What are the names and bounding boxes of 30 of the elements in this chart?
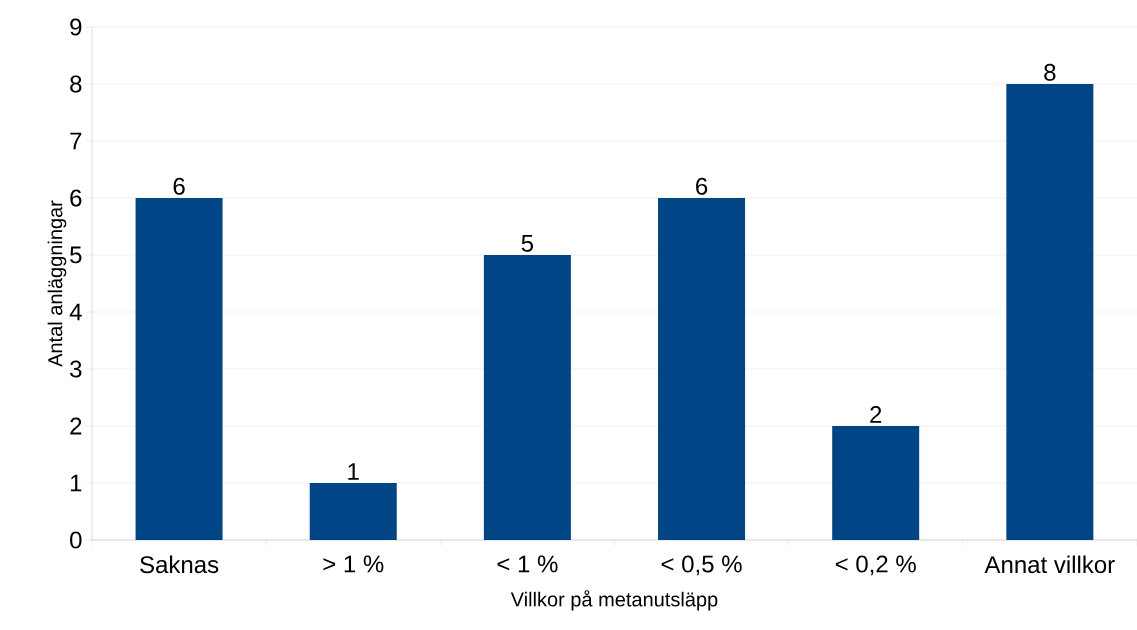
x-tick-label: < 1 % [497,555,558,573]
y-tick-label: 3 [70,360,82,378]
y-tick-label: 5 [70,246,82,264]
bar [658,198,746,540]
data-label: 6 [696,177,708,195]
bar [135,198,223,540]
y-axis-title: Antal anläggningar [47,200,67,367]
data-label: 8 [1044,63,1056,81]
y-tick-label: 9 [70,18,82,36]
y-tick-label: 0 [70,531,82,549]
data-label: 2 [870,406,882,423]
data-label: 5 [521,235,534,252]
y-tick-label: 8 [70,75,82,93]
x-tick-label: < 0,2 % [835,555,916,576]
data-label: 1 [348,463,359,480]
y-tick-label: 7 [70,132,82,150]
y-tick-label: 6 [70,189,82,207]
x-tick-label: < 0,5 % [661,555,742,576]
y-tick-label: 2 [70,417,82,435]
x-tick-label: Saknas [140,555,219,574]
bar [309,483,397,540]
x-tick-label: Annat villkor [984,555,1115,574]
bar [1006,84,1094,540]
x-tick-label: > 1 % [323,555,384,573]
y-tick-label: 4 [69,303,82,321]
y-tick-label: 1 [70,474,82,492]
data-label: 6 [173,177,185,195]
x-axis-title: Villkor på metanutsläpp [510,590,718,611]
bar [832,426,920,540]
bar [483,255,571,540]
